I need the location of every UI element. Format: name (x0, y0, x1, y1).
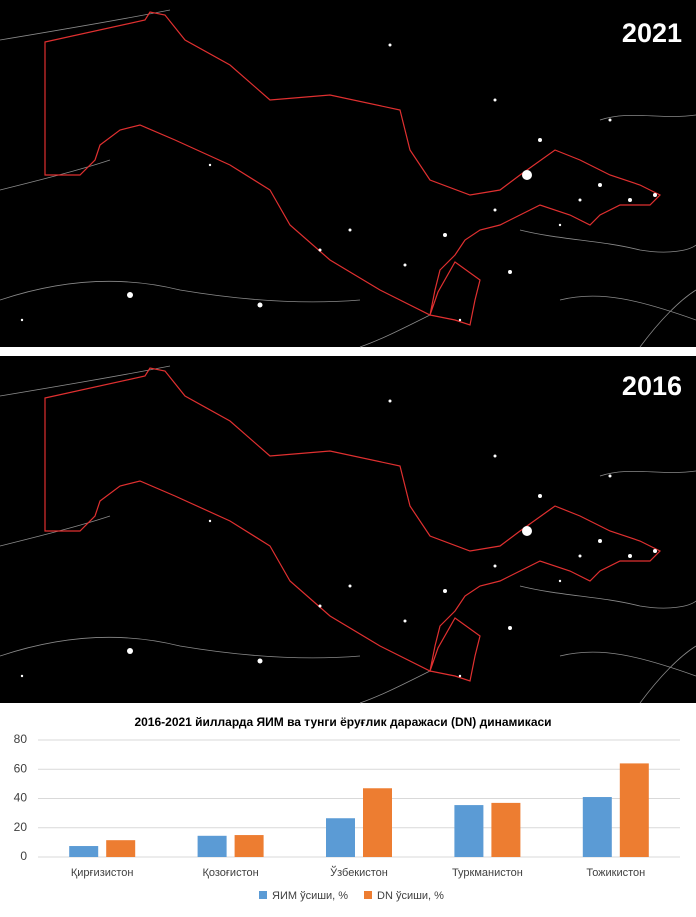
bar (197, 835, 227, 857)
map-label: 2021 (622, 18, 682, 48)
bar (582, 797, 612, 857)
bar (491, 802, 521, 857)
night-map (0, 355, 696, 704)
x-tick-label: Туркманистон (452, 867, 523, 879)
chart-title: 2016-2021 йилларда ЯИМ ва тунги ёруғлик … (134, 715, 551, 729)
y-tick-label: 80 (14, 732, 28, 746)
bar (106, 840, 136, 857)
x-tick-label: Тожикистон (586, 867, 645, 879)
y-tick-label: 60 (14, 761, 28, 775)
y-tick-label: 20 (14, 820, 28, 834)
bar (363, 788, 392, 857)
legend-entry: DN ўсиши, % (377, 890, 444, 902)
bar (454, 805, 484, 857)
bar (69, 846, 99, 857)
legend-swatch (259, 891, 267, 899)
night-map (0, 0, 696, 348)
legend-entry: ЯИМ ўсиши, % (272, 890, 348, 902)
x-tick-label: Ўзбекистон (330, 866, 388, 879)
bar (234, 835, 264, 857)
legend-swatch (364, 891, 372, 899)
x-tick-label: Қирғизистон (71, 867, 134, 879)
y-tick-label: 40 (14, 791, 28, 805)
y-tick-label: 0 (20, 849, 27, 863)
bar (619, 763, 649, 857)
map-label: 2016 (622, 371, 682, 401)
bar (326, 818, 355, 857)
x-tick-label: Қозоғистон (202, 867, 258, 879)
